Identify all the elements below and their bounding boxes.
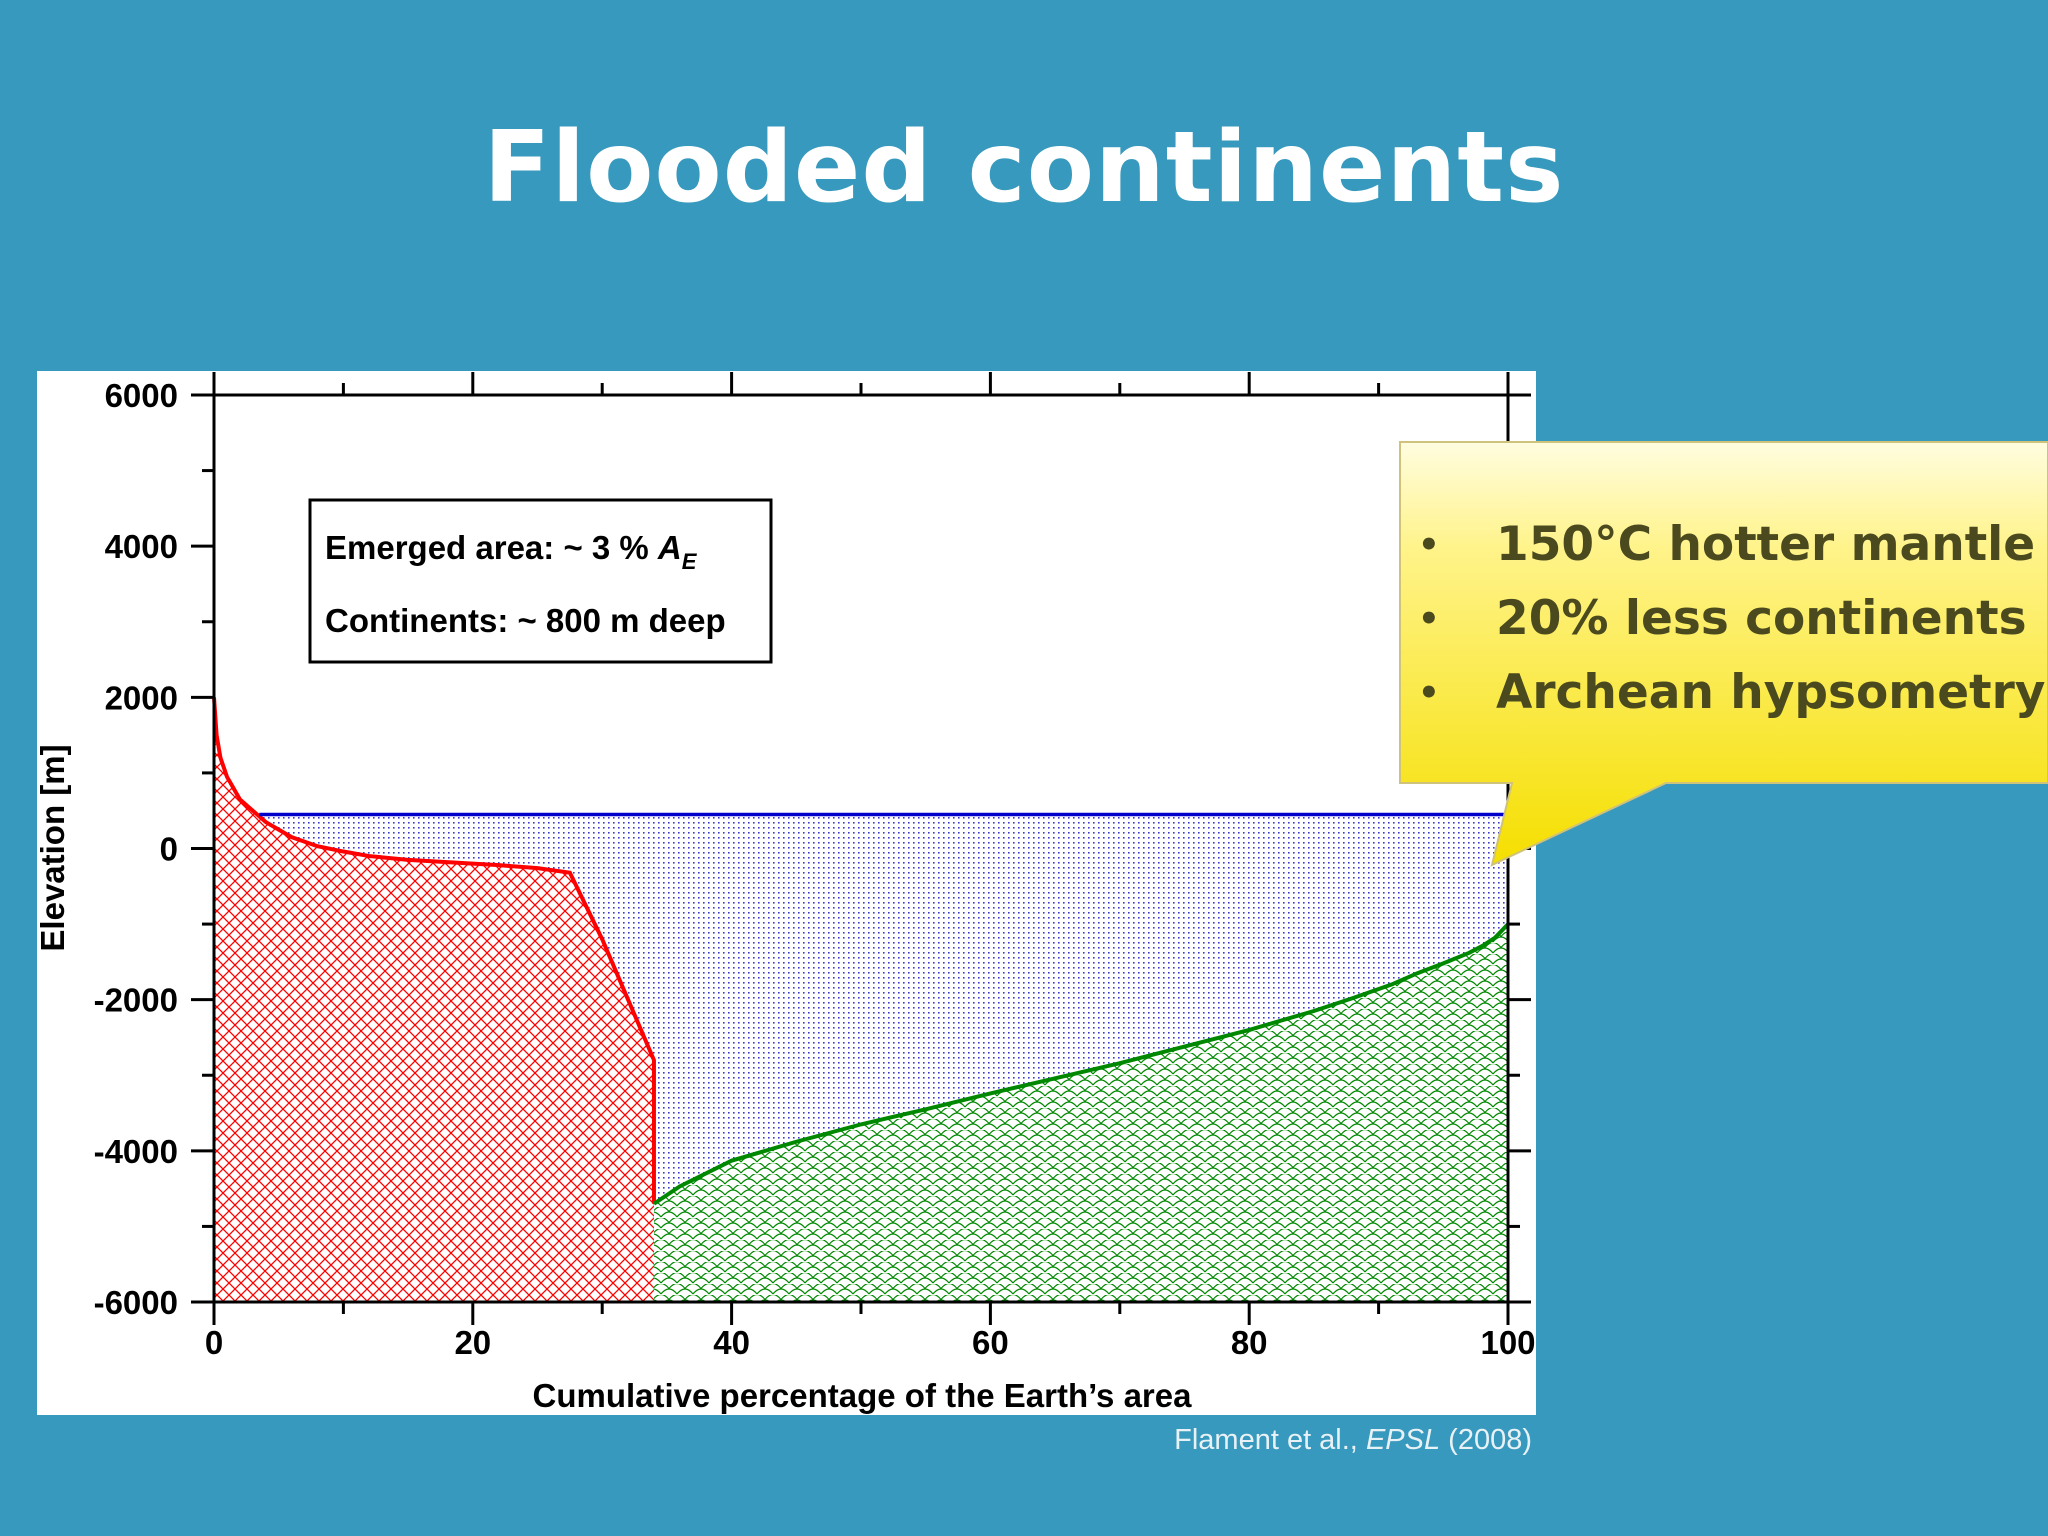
y-tick-label: -2000	[94, 982, 178, 1019]
hypsometry-chart: 6000 4000 2000 0 -2000 -4000 -6000 0 20 40 60 80 100…	[37, 372, 1536, 1414]
y-tick-label: -6000	[94, 1284, 178, 1321]
citation-journal: EPSL	[1365, 1424, 1441, 1456]
callout-item-text: 20% less continents	[1496, 591, 2027, 646]
x-axis-label: Cumulative percentage of the Earth’s are…	[533, 1377, 1193, 1414]
callout-item-text: Archean hypsometry	[1496, 665, 2046, 720]
bullet-marker: •	[1418, 525, 1440, 565]
callout-shape	[1399, 441, 2048, 867]
x-tick-label: 20	[454, 1324, 491, 1361]
slide-title: Flooded continents	[483, 111, 1565, 225]
ocean-floor-line	[652, 922, 1510, 1206]
citation-authors: Flament et al.,	[1174, 1424, 1366, 1456]
bullet-marker: •	[1418, 673, 1440, 713]
y-tick-label: -4000	[94, 1133, 178, 1170]
chart-panel: 6000 4000 2000 0 -2000 -4000 -6000 0 20 40 60 80 100…	[37, 371, 1536, 1415]
x-tick-label: 80	[1231, 1324, 1268, 1361]
callout-list: • 150°C hotter mantle • 20% less contine…	[1386, 508, 2048, 730]
y-tick-label: 2000	[105, 679, 178, 716]
callout-item-text: 150°C hotter mantle	[1496, 517, 2036, 572]
y-tick-label: 6000	[105, 377, 178, 414]
citation: Flament et al., EPSL (2008)	[1100, 1424, 1532, 1457]
bullet-marker: •	[1418, 599, 1440, 639]
x-tick-label: 0	[205, 1324, 223, 1361]
callout-item: • Archean hypsometry	[1386, 656, 2048, 730]
callout-item: • 150°C hotter mantle	[1386, 508, 2048, 582]
x-tick-label: 100	[1480, 1324, 1535, 1361]
continent-hypsometry-line	[212, 697, 656, 1204]
area-subscript: E	[682, 549, 698, 574]
ocean-water-area	[259, 814, 1508, 1204]
x-tick-label: 60	[972, 1324, 1009, 1361]
annotation-line-1: Emerged area: ~ 3 % AE	[325, 529, 698, 574]
annotation-line-2: Continents: ~ 800 m deep	[325, 602, 726, 639]
y-tick-label: 0	[160, 831, 178, 868]
x-tick-label: 40	[713, 1324, 750, 1361]
y-axis-label: Elevation [m]	[37, 744, 71, 951]
y-tick-label: 4000	[105, 528, 178, 565]
area-symbol: A	[657, 529, 682, 566]
annotation-text: Emerged area: ~ 3 %	[325, 529, 658, 566]
annotation-box: Emerged area: ~ 3 % AE Continents: ~ 800…	[308, 498, 773, 664]
callout-item: • 20% less continents	[1386, 582, 2048, 656]
callout-box: • 150°C hotter mantle • 20% less contine…	[1386, 440, 2048, 880]
citation-year: (2008)	[1440, 1424, 1532, 1456]
continent-area	[214, 697, 654, 1302]
